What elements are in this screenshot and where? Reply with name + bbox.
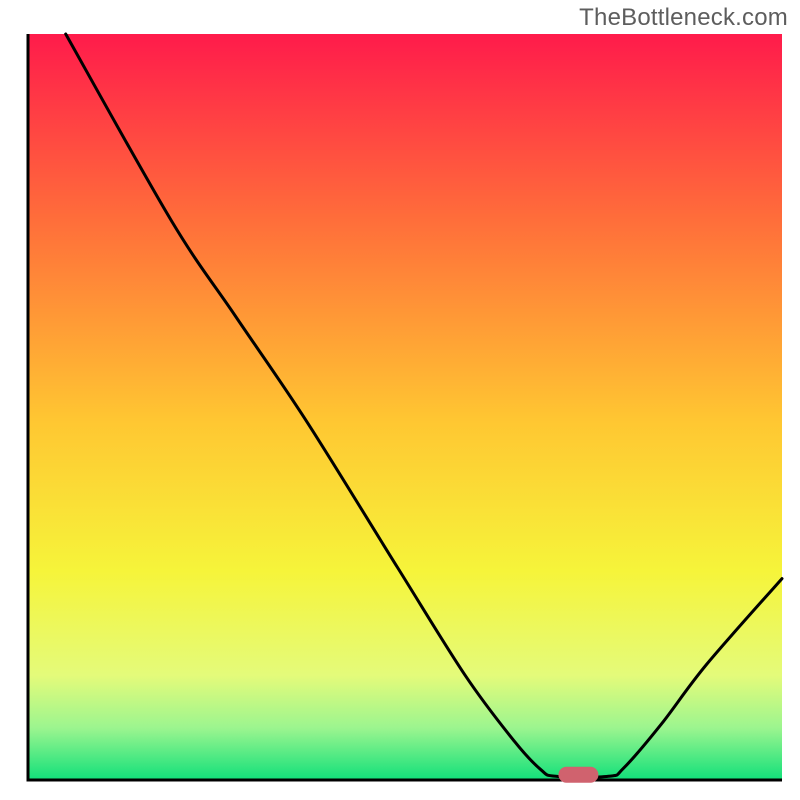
optimal-marker: [558, 767, 598, 783]
gradient-background: [28, 34, 782, 780]
plot-svg: [0, 0, 800, 800]
bottleneck-chart: TheBottleneck.com: [0, 0, 800, 800]
